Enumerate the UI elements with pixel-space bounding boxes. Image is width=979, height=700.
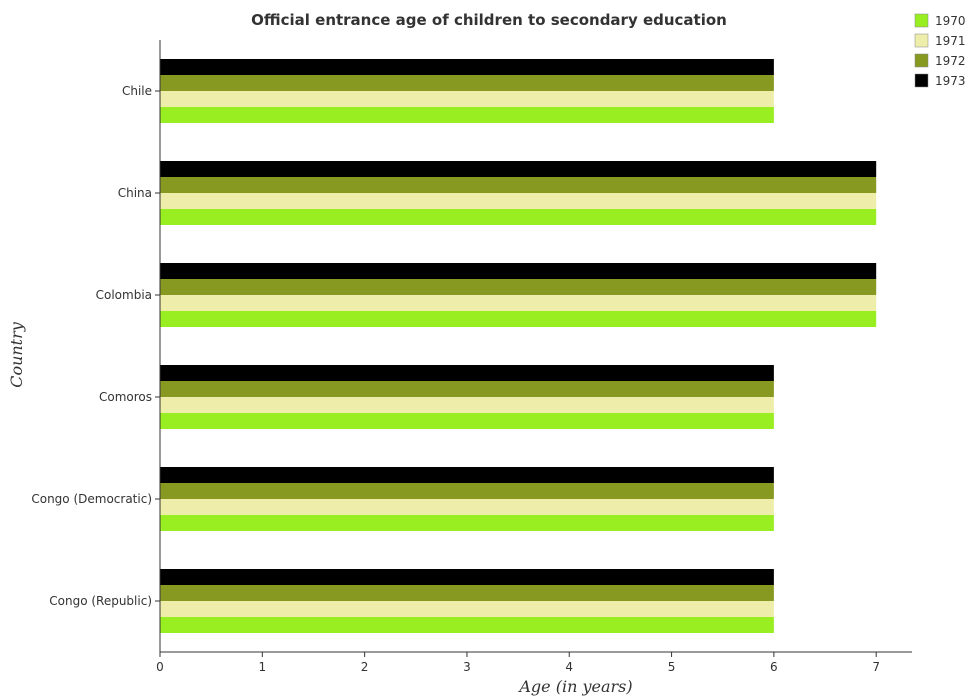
x-axis-title: Age (in years) [517,677,632,696]
bar-colombia-1970 [160,311,877,327]
plot-area [160,59,877,633]
legend-swatch-1970 [914,13,929,28]
x-tick-label-5: 5 [668,660,676,674]
bar-china-1971 [160,193,877,209]
y-tick-label-colombia: Colombia [96,288,152,302]
legend-label-1972: 1972 [935,54,966,68]
bar-comoros-1973 [160,365,774,381]
bar-colombia-1973 [160,263,877,279]
bar-china-1973 [160,161,877,177]
x-tick-label-0: 0 [156,660,164,674]
y-tick-label-congo-democratic: Congo (Democratic) [31,492,152,506]
bar-chile-1970 [160,107,774,123]
bar-comoros-1971 [160,397,774,413]
bar-congo-republic-1970 [160,617,774,633]
y-tick-label-congo-republic: Congo (Republic) [49,594,152,608]
bar-congo-democratic-1970 [160,515,774,531]
bar-chile-1973 [160,59,774,75]
bar-comoros-1972 [160,381,774,397]
legend-label-1970: 1970 [935,14,966,28]
bar-chile-1971 [160,91,774,107]
legend-swatch-1973 [914,73,929,88]
bar-congo-democratic-1971 [160,499,774,515]
x-tick-label-1: 1 [258,660,266,674]
y-axis-title: Country [7,321,26,388]
bar-colombia-1971 [160,295,877,311]
y-tick-label-chile: Chile [122,84,152,98]
x-tick-label-6: 6 [770,660,778,674]
x-tick-label-7: 7 [872,660,880,674]
bar-congo-republic-1971 [160,601,774,617]
bar-china-1972 [160,177,877,193]
bar-congo-democratic-1972 [160,483,774,499]
y-tick-label-comoros: Comoros [99,390,152,404]
y-axis: Chile China Colombia Comoros Congo (Democrat… [31,40,161,652]
bar-china-1970 [160,209,877,225]
bar-congo-republic-1973 [160,569,774,585]
legend-swatch-1971 [914,33,929,48]
chart-title: Official entrance age of children to sec… [251,11,727,29]
bar-colombia-1972 [160,279,877,295]
x-tick-label-3: 3 [463,660,471,674]
legend-label-1971: 1971 [935,34,966,48]
y-tick-label-china: China [118,186,152,200]
bar-congo-democratic-1973 [160,467,774,483]
x-tick-label-4: 4 [565,660,573,674]
bar-congo-republic-1972 [160,585,774,601]
bar-chile-1972 [160,75,774,91]
legend: 1970 1971 1972 1973 [914,13,966,88]
bar-comoros-1970 [160,413,774,429]
x-tick-label-2: 2 [361,660,369,674]
legend-swatch-1972 [914,53,929,68]
legend-label-1973: 1973 [935,74,966,88]
x-axis: 0 1 2 3 4 5 6 7 [156,651,912,674]
